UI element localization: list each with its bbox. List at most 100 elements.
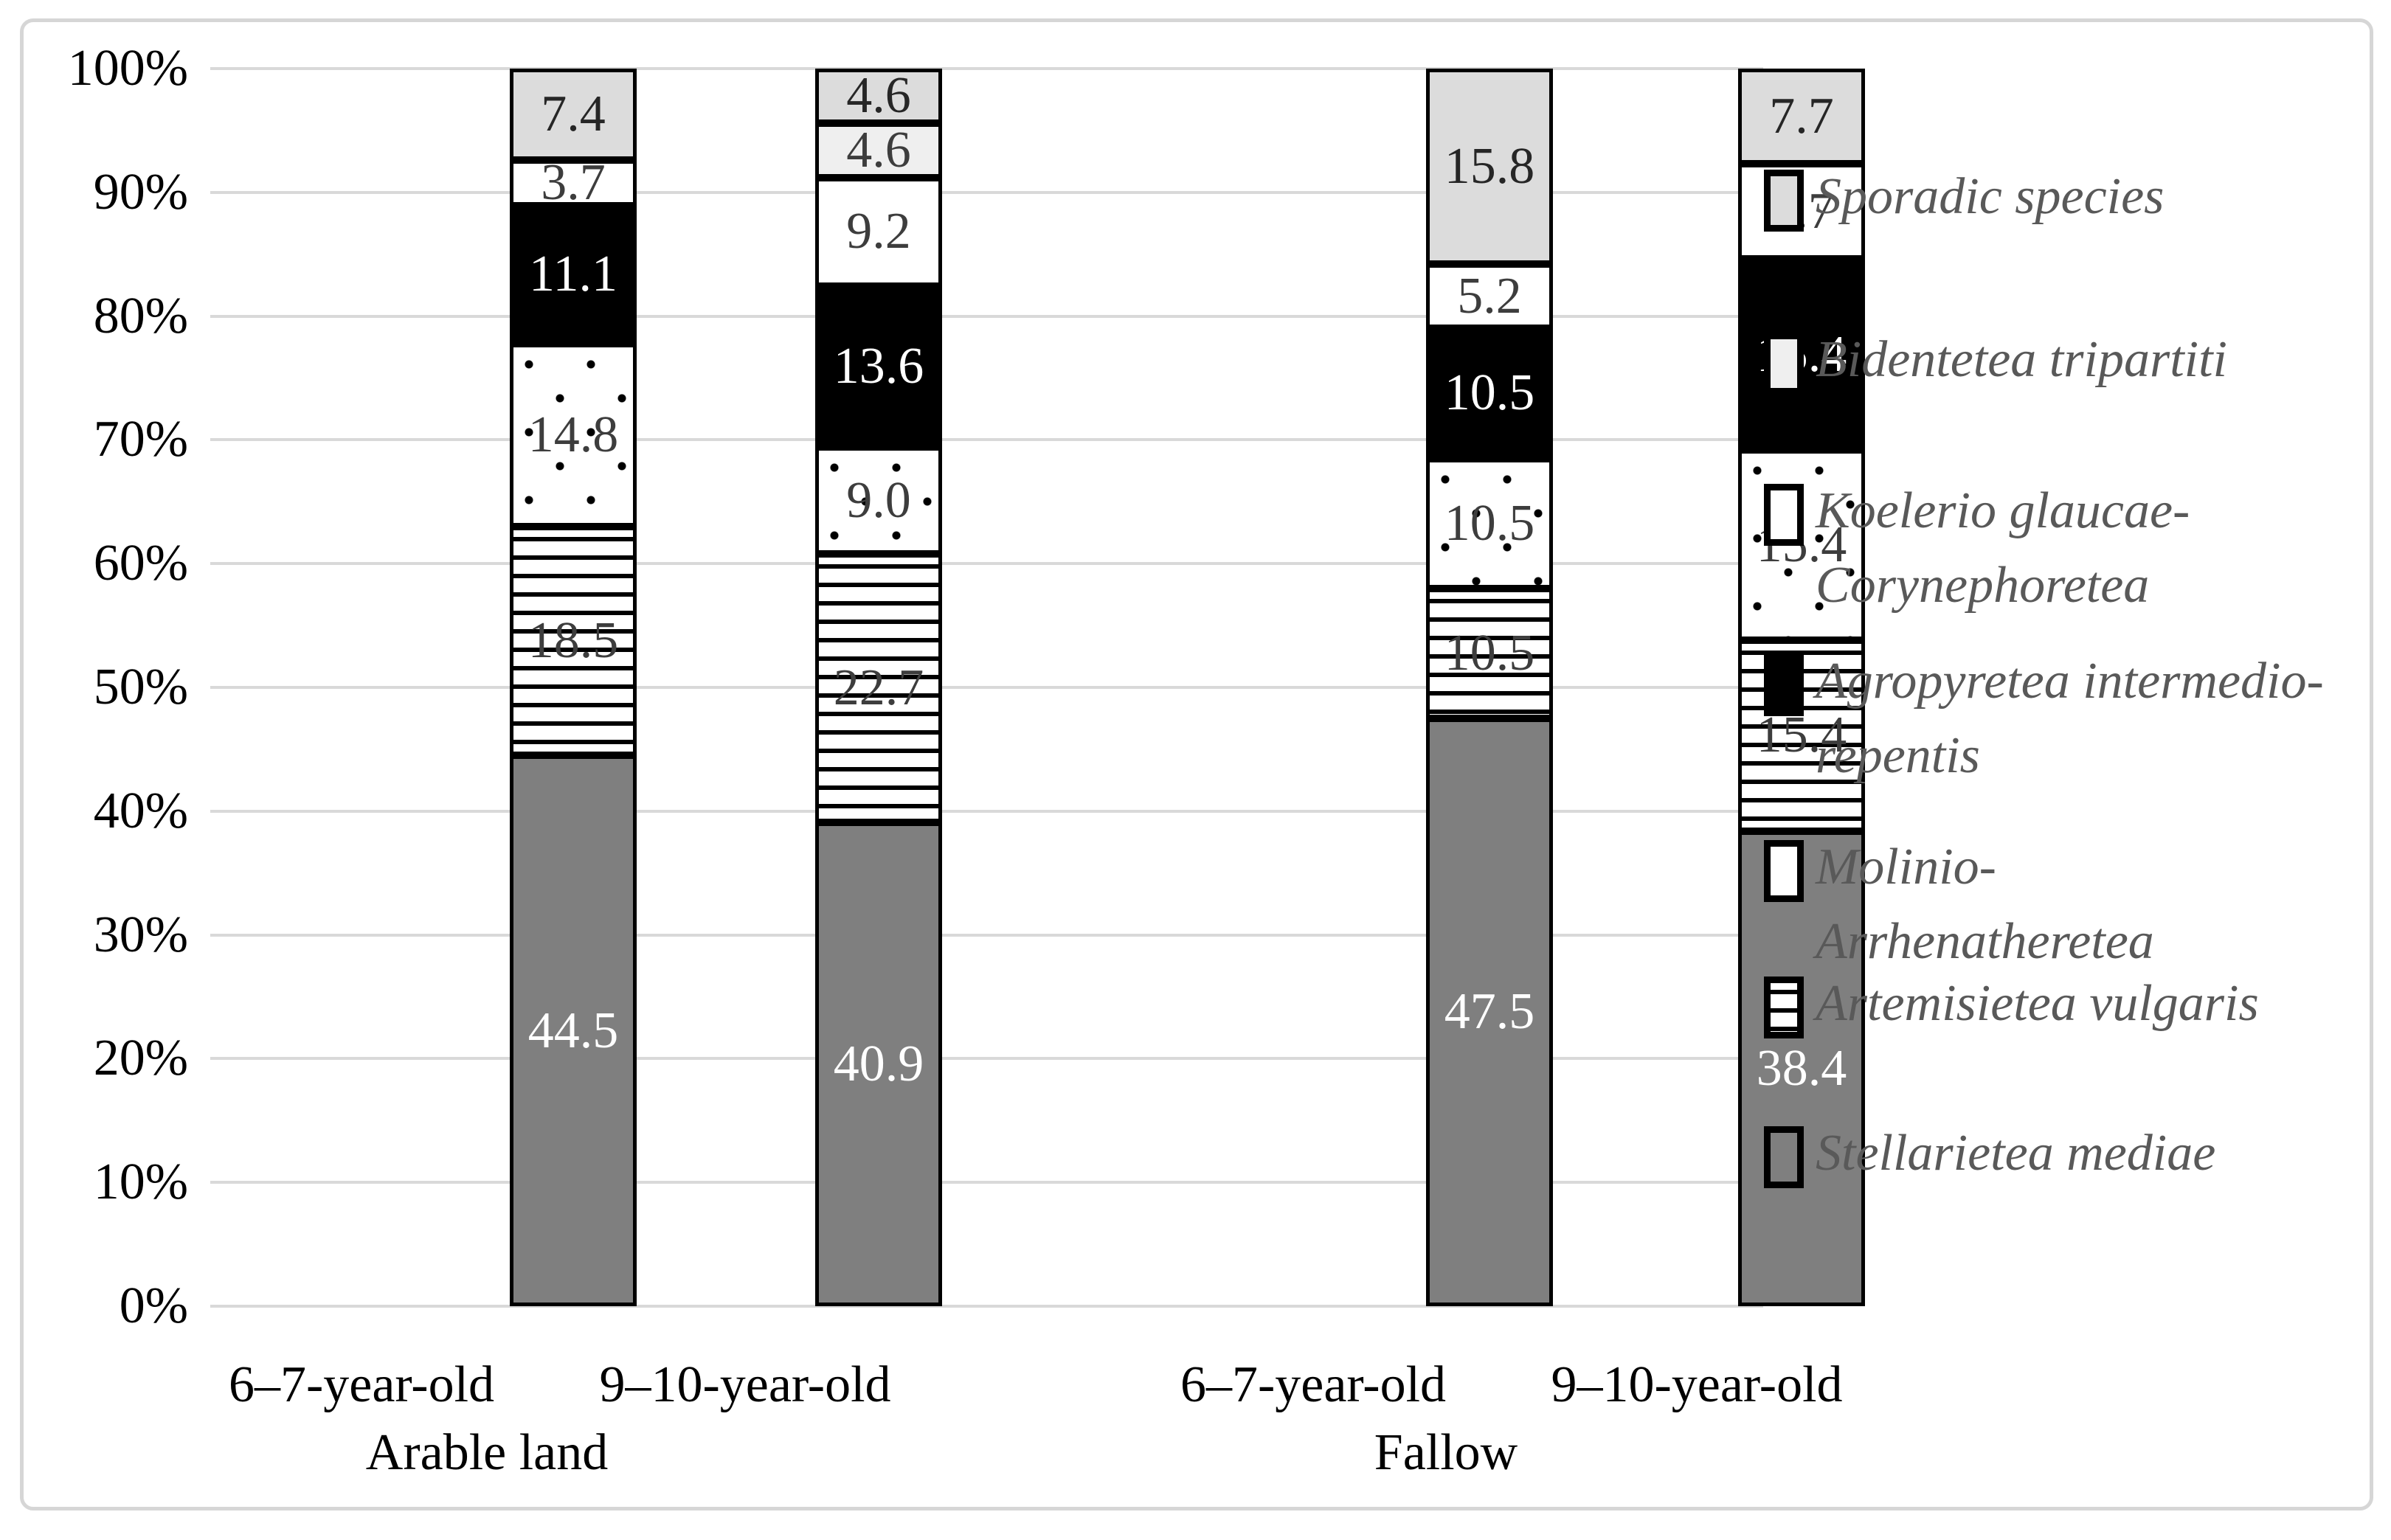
bar-column: 40.9 22.7 9.0 13.6 9.2 4.6 4.6 [815, 69, 942, 1306]
bar-segment: 38.4 [1738, 830, 1865, 1306]
legend-label-line: Sporadic species [1816, 168, 2165, 225]
legend-entry: Agropyretea intermedio-repentis [1764, 644, 2324, 793]
data-label: 4.6 [846, 66, 911, 124]
bar-segment: 9.2 [815, 177, 942, 287]
bar-segment: 4.6 [815, 69, 942, 123]
bar-segment: 10.5 [1426, 458, 1553, 589]
data-label: 7.4 [541, 86, 606, 143]
legend-entry: Artemisietea vulgaris [1764, 966, 2259, 1041]
bar-segment: 18.5 [510, 526, 637, 756]
legend-swatch-icon [1764, 1126, 1804, 1188]
gridline [210, 67, 1763, 70]
legend-entry: Bidentetea tripartiti [1764, 322, 2227, 397]
gridline [210, 314, 1763, 318]
legend-entry: Sporadic species [1764, 159, 2164, 234]
x-axis-category-label: 6–7-year-old [1180, 1356, 1447, 1413]
bar-segment: 11.1 [510, 206, 637, 344]
y-axis-tick-label: 60% [93, 535, 188, 592]
gridline [210, 562, 1763, 566]
legend-swatch-icon [1764, 977, 1804, 1038]
y-axis-tick-label: 10% [93, 1154, 188, 1211]
y-axis-tick-label: 100% [67, 40, 188, 97]
y-axis-tick-label: 40% [93, 782, 188, 839]
x-axis-group-label: Fallow [1374, 1424, 1518, 1481]
data-label: 22.7 [833, 659, 924, 716]
data-label: 18.5 [527, 612, 619, 670]
legend-label-line: Agropyretea intermedio- [1816, 653, 2324, 710]
gridline [210, 1305, 1763, 1308]
bar-segment: 7.4 [510, 69, 637, 161]
legend-label-line: Arrhenatheretea [1816, 913, 2154, 970]
legend-swatch-icon [1764, 333, 1804, 395]
bar-segment: 4.6 [815, 122, 942, 178]
gridline [210, 933, 1763, 937]
bar-segment: 10.5 [1426, 588, 1553, 718]
gridline [210, 438, 1763, 442]
bar-segment: 14.8 [510, 343, 637, 527]
data-label: 10.5 [1444, 624, 1535, 681]
data-label: 10.5 [1444, 364, 1535, 422]
legend-swatch-icon [1764, 840, 1804, 902]
legend-label-line: Koelerio glaucae- [1816, 482, 2190, 539]
legend-label: Sporadic species [1816, 159, 2164, 234]
legend-label-line: Corynephoretea [1816, 557, 2150, 614]
data-label: 15.4 [1756, 707, 1847, 764]
y-axis-tick-label: 0% [119, 1277, 188, 1334]
legend-label: Agropyretea intermedio-repentis [1816, 644, 2324, 793]
x-axis-category-label: 9–10-year-old [1551, 1356, 1843, 1413]
bar-segment: 44.5 [510, 755, 637, 1306]
data-label: 10.5 [1444, 494, 1535, 552]
bar-column: 44.5 18.5 14.8 11.1 3.7 7.4 [510, 69, 637, 1306]
data-label: 40.9 [833, 1035, 924, 1092]
y-axis-tick-label: 20% [93, 1030, 188, 1087]
legend-label-line: Bidentetea tripartiti [1816, 331, 2227, 388]
legend-entry: Koelerio glaucae- Corynephoretea [1764, 474, 2190, 622]
legend-swatch-icon [1764, 170, 1804, 232]
data-label: 3.7 [541, 154, 606, 212]
data-label: 7.7 [1769, 87, 1834, 145]
x-axis-category-label: 6–7-year-old [228, 1356, 495, 1413]
bar-segment: 15.8 [1426, 69, 1553, 265]
y-axis-tick-label: 50% [93, 659, 188, 715]
legend-label: Artemisietea vulgaris [1816, 966, 2259, 1041]
data-label: 11.1 [529, 246, 617, 303]
gridline [210, 1057, 1763, 1061]
figure-border [20, 18, 2373, 1510]
bar-segment: 10.5 [1426, 328, 1553, 459]
data-label: 5.2 [1457, 267, 1522, 325]
y-axis-tick-label: 80% [93, 287, 188, 344]
legend-swatch-icon [1764, 654, 1804, 716]
legend-label-line: Molinio- [1816, 839, 1996, 895]
legend-label: Bidentetea tripartiti [1816, 322, 2227, 397]
bar-segment: 9.0 [815, 447, 942, 554]
data-label: 47.5 [1444, 983, 1535, 1041]
legend-label-line: repentis [1816, 727, 1980, 784]
legend-entry: Molinio- Arrhenatheretea [1764, 830, 2154, 979]
data-label: 15.8 [1444, 137, 1535, 195]
bar-segment: 3.7 [510, 154, 637, 212]
legend-label: Koelerio glaucae- Corynephoretea [1816, 474, 2190, 622]
legend-label-line: Stellarietea mediae [1816, 1125, 2216, 1182]
legend-label: Molinio- Arrhenatheretea [1816, 830, 2154, 979]
gridline [210, 1181, 1763, 1185]
legend-swatch-icon [1764, 484, 1804, 546]
legend-label: Stellarietea mediae [1816, 1116, 2215, 1190]
data-label: 9.2 [846, 203, 911, 260]
bar-segment: 7.7 [1738, 69, 1865, 164]
data-label: 14.8 [527, 406, 619, 463]
x-axis-group-label: Arable land [365, 1424, 609, 1481]
data-label: 9.0 [846, 471, 911, 529]
legend-label-line: Artemisietea vulgaris [1816, 975, 2259, 1032]
bar-column: 47.5 10.5 10.5 10.5 5.2 15.8 [1426, 69, 1553, 1306]
bar-segment: 40.9 [815, 822, 942, 1306]
bar-segment: 22.7 [815, 553, 942, 822]
data-label: 44.5 [527, 1002, 619, 1059]
y-axis-tick-label: 30% [93, 906, 188, 963]
plot-area: 44.5 18.5 14.8 11.1 3.7 7.4 40.9 22.7 9.0 13.6 9.2… [210, 67, 1865, 1308]
data-label: 38.4 [1756, 1039, 1847, 1097]
y-axis-tick-label: 70% [93, 411, 188, 468]
gridline [210, 809, 1763, 813]
gridline [210, 686, 1763, 689]
gridline [210, 190, 1763, 194]
